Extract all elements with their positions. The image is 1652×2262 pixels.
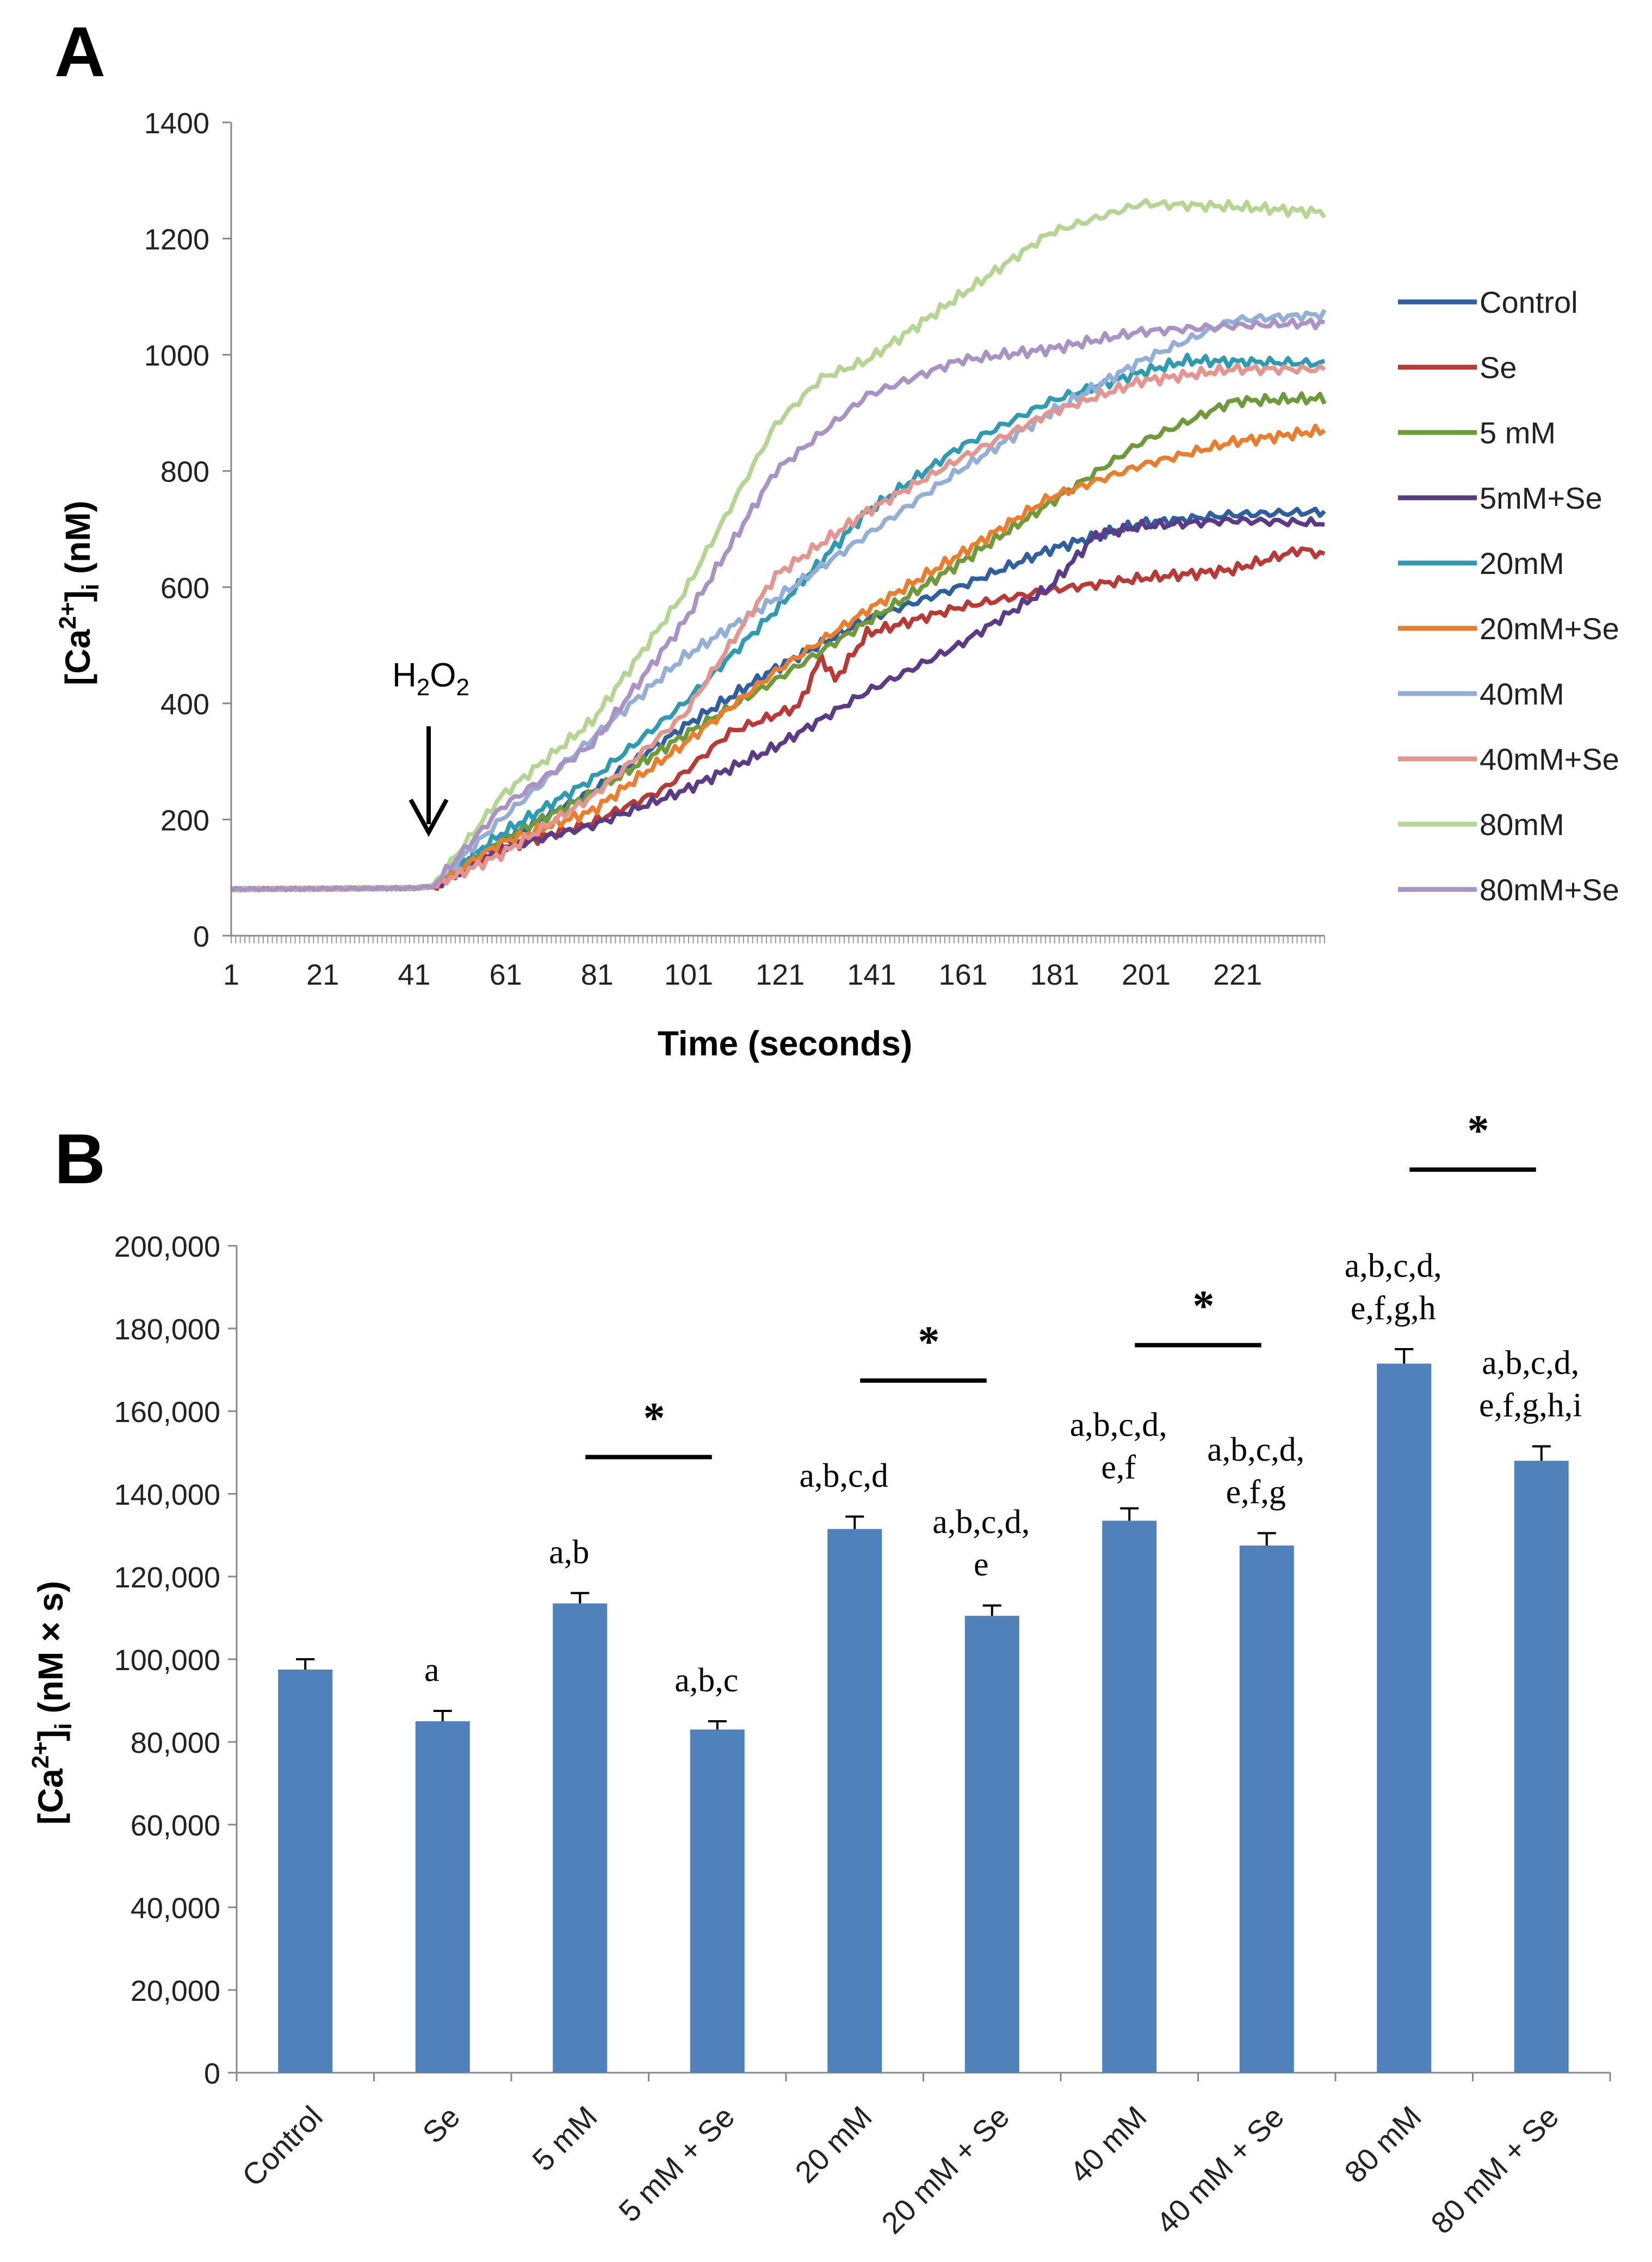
panel-a-legend: Control Se 5 mM 5mM+Se 20mM 20mM+Se 40mM 40mM+S… — [1398, 285, 1619, 907]
panel-a-x-axis-label: Time (seconds) — [658, 1024, 912, 1063]
panel-b-label: B — [54, 1119, 106, 1198]
significance-letters: a,b,c,d, — [1070, 1407, 1167, 1444]
significance-asterisk: * — [1193, 1283, 1215, 1331]
panel-a-y-tick-labels: 0 200 400 600 800 1000 1200 1400 — [144, 107, 209, 953]
significance-letters: e,f — [1101, 1449, 1136, 1486]
panel-b-y-tick-label: 120,000 — [114, 1561, 220, 1594]
legend-label: 80mM+Se — [1480, 873, 1619, 907]
bar-se — [415, 1721, 470, 2073]
panel-a-y-tick-label: 400 — [160, 688, 209, 721]
bar-20-mm — [827, 1529, 882, 2073]
significance-letters: a,b,c,d, — [1345, 1247, 1442, 1284]
panel-a-y-tick-label: 0 — [193, 920, 209, 953]
panel-b-y-tick-label: 140,000 — [114, 1479, 220, 1511]
significance-letters: e,f,g,h — [1351, 1290, 1436, 1327]
panel-a-y-tick-label: 200 — [160, 804, 209, 837]
panel-a-x-tick-labels: 1 21 41 61 81 101 121 141 161 181 201 221 — [223, 959, 1262, 991]
bar-40-mm-se — [1239, 1546, 1294, 2073]
legend-label: 80mM — [1480, 807, 1564, 842]
significance-asterisk: * — [918, 1318, 940, 1366]
panel-b-y-tick-label: 80,000 — [131, 1727, 220, 1759]
bar-80-mm-se — [1514, 1461, 1569, 2073]
panel-b-y-tick-label: 0 — [204, 2057, 220, 2090]
legend-label: Control — [1480, 285, 1578, 319]
significance-letters: e,f,g,h,i — [1479, 1387, 1582, 1424]
panel-a-y-tick-label: 800 — [160, 456, 209, 489]
panel-a-x-minor-ticks — [231, 936, 1325, 943]
significance-letters: a,b,c — [675, 1662, 738, 1699]
significance-letters: a,b,c,d, — [1207, 1431, 1304, 1468]
legend-label: 40mM — [1480, 677, 1564, 711]
bar-40-mm — [1102, 1521, 1157, 2073]
panel-b-y-tick-label: 180,000 — [114, 1313, 220, 1346]
panel-a-x-tick-label: 181 — [1030, 959, 1079, 991]
panel-b-y-tick-label: 40,000 — [131, 1892, 220, 1925]
bar-5-mm-se — [690, 1729, 745, 2073]
panel-b-y-tick-labels: 0 20,000 40,000 60,000 80,000 100,000 120,000 1… — [114, 1231, 220, 2090]
panel-a-x-tick-label: 201 — [1122, 959, 1171, 991]
series-line-80mm-se — [230, 317, 1325, 893]
panel-b-significance-brackets: * * * * — [585, 1107, 1536, 1460]
panel-a-x-tick-label: 101 — [664, 959, 713, 991]
panel-a-x-tick-label: 161 — [939, 959, 988, 991]
legend-label: 20mM — [1480, 546, 1564, 580]
significance-letters: a,b — [549, 1534, 589, 1571]
legend-label: 20mM+Se — [1480, 611, 1619, 646]
panel-b-y-tick-label: 20,000 — [131, 1975, 220, 2007]
panel-b-y-tick-label: 60,000 — [131, 1809, 220, 1842]
legend-label: 5mM+Se — [1480, 481, 1602, 515]
panel-b-error-bars — [296, 1348, 1551, 1730]
h2o2-annotation: H2O2 — [392, 657, 469, 837]
h2o2-label: H2O2 — [392, 657, 469, 701]
significance-asterisk: * — [1468, 1107, 1489, 1155]
panel-a-x-tick-label: 1 — [223, 959, 239, 991]
panel-a-label: A — [54, 12, 106, 91]
significance-letters: a,b,c,d — [799, 1457, 888, 1494]
panel-b-y-tick-label: 100,000 — [114, 1644, 220, 1677]
panel-a-x-tick-label: 61 — [490, 959, 522, 991]
panel-a-x-tick-label: 41 — [398, 959, 430, 991]
bar-control — [278, 1670, 333, 2073]
panel-b-y-axis-label: [Ca2+]i (nM × s) — [27, 1581, 77, 1825]
significance-letters: a,b,c,d, — [1482, 1345, 1579, 1382]
panel-b-significance-letters: a a,b a,b,c a,b,c,d a,b,c,d, e a,b,c,d, e,f a,b,… — [424, 1247, 1582, 1699]
panel-a-axes — [222, 121, 1325, 943]
panel-a-series-lines — [230, 197, 1327, 893]
significance-letters: a,b,c,d, — [932, 1504, 1030, 1541]
legend-label: 40mM+Se — [1480, 742, 1619, 776]
h2o2-arrow-head-icon — [409, 799, 449, 837]
significance-letters: a — [424, 1652, 440, 1689]
panel-b-bars — [278, 1363, 1569, 2073]
panel-a-y-tick-label: 1200 — [144, 224, 209, 256]
panel-a-y-axis-label: [Ca2+]i (nM) — [54, 500, 104, 685]
bar-5-mm — [553, 1603, 608, 2073]
bar-20-mm-se — [964, 1616, 1019, 2073]
panel-a-x-tick-label: 21 — [306, 959, 339, 991]
panel-a-y-tick-label: 1000 — [144, 339, 209, 372]
panel-b-y-tick-label: 200,000 — [114, 1231, 220, 1263]
legend-label: 5 mM — [1480, 416, 1556, 450]
legend-label: Se — [1480, 350, 1517, 385]
panel-a-x-tick-label: 141 — [847, 959, 896, 991]
significance-letters: e,f,g — [1226, 1474, 1286, 1511]
significance-letters: e — [974, 1546, 989, 1583]
panel-a-x-tick-label: 81 — [581, 959, 614, 991]
panel-a-y-tick-label: 600 — [160, 572, 209, 604]
panel-a-y-tick-label: 1400 — [144, 107, 209, 140]
panel-a-x-tick-label: 221 — [1213, 959, 1262, 991]
bar-80-mm — [1377, 1363, 1432, 2073]
panel-a-x-tick-label: 121 — [756, 959, 805, 991]
significance-asterisk: * — [644, 1394, 665, 1442]
panel-b-y-tick-label: 160,000 — [114, 1396, 220, 1429]
